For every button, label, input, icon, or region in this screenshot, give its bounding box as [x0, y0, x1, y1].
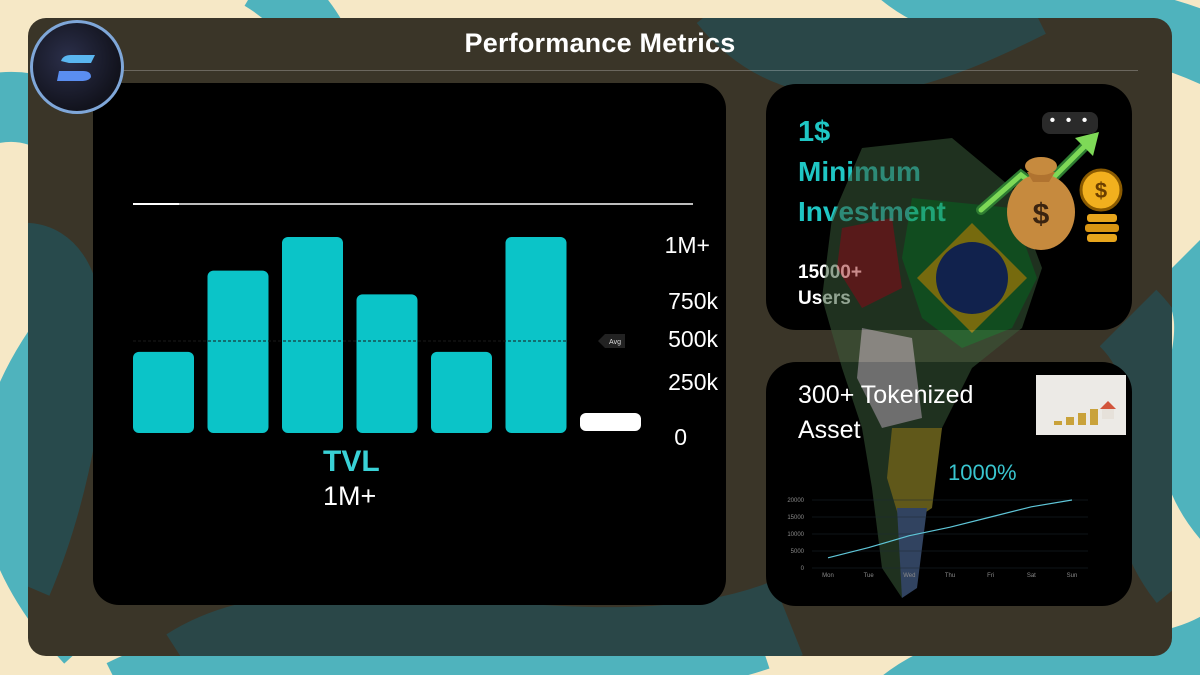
- coins-house-icon: [1036, 375, 1126, 435]
- tvl-bar: [431, 351, 492, 433]
- users-label: Users: [798, 288, 851, 309]
- mini-x-tick-label: Tue: [864, 573, 875, 579]
- mini-x-tick-label: Fri: [987, 573, 994, 579]
- mini-y-tick-label: 15000: [787, 515, 804, 521]
- panel-swirl: [28, 18, 1172, 656]
- tokenized-assets-card: 300+ Tokenized Asset 1000% 20000 15000 100…: [766, 362, 1132, 606]
- tvl-bar: [282, 236, 343, 433]
- tvl-bar: [207, 270, 269, 433]
- more-options-button[interactable]: • • •: [1042, 112, 1098, 134]
- tvl-bar-chart: Avg 1M+ 750k 500k 250k 0: [133, 232, 718, 450]
- money-bag-icon: $ $: [976, 132, 1123, 250]
- logo[interactable]: [30, 20, 124, 114]
- mini-x-tick-label: Thu: [945, 573, 955, 579]
- tvl-progress-track: [133, 203, 693, 205]
- mini-x-tick-label: Wed: [903, 573, 915, 579]
- tvl-avg-marker: [598, 333, 625, 348]
- investment-card: 1$ Minimum Investment 15000+ Users • • •…: [766, 84, 1132, 330]
- tvl-y-tick-label: 1M+: [665, 232, 710, 258]
- svg-text:$: $: [1033, 198, 1050, 231]
- tvl-y-tick-label: 500k: [668, 326, 718, 352]
- tvl-progress-highlight: [133, 203, 179, 205]
- mini-x-tick-label: Sat: [1027, 573, 1036, 579]
- tvl-avg-label: Avg: [609, 339, 621, 346]
- tvl-bar: [580, 413, 641, 431]
- svg-text:$: $: [1095, 178, 1107, 203]
- users-count: 15000+: [798, 262, 862, 283]
- tvl-bar: [133, 351, 194, 433]
- title-divider: [118, 70, 1138, 71]
- tvl-bar: [505, 236, 567, 433]
- investment-label: Minimum Investment: [798, 156, 946, 227]
- tvl-label: TVL: [323, 445, 380, 478]
- mini-y-tick-label: 20000: [787, 498, 804, 504]
- mini-y-tick-label: 5000: [791, 549, 805, 555]
- mini-y-tick-label: 0: [801, 566, 805, 572]
- mini-y-tick-label: 10000: [787, 532, 804, 538]
- tvl-value: 1M+: [323, 481, 377, 511]
- tvl-y-tick-label: 250k: [668, 369, 718, 395]
- tvl-bar: [356, 294, 418, 433]
- assets-title: 300+ Tokenized Asset: [798, 381, 974, 444]
- asset-growth-line-chart: 20000 15000 10000 5000 0 Mon Tue Wed Thu Fri Sat Su…: [787, 498, 1088, 579]
- mini-x-tick-label: Sun: [1067, 573, 1078, 579]
- logo-s-icon: [57, 55, 95, 81]
- mini-line-series: [827, 499, 1073, 559]
- tvl-y-tick-label: 0: [674, 424, 687, 450]
- tvl-card: Avg 1M+ 750k 500k 250k 0 TVL 1M+: [93, 83, 726, 605]
- asset-thumbnail: [1036, 375, 1126, 435]
- page-title: Performance Metrics: [464, 28, 736, 58]
- investment-amount: 1$: [798, 116, 831, 148]
- tvl-y-tick-label: 750k: [668, 288, 718, 314]
- mini-x-tick-label: Mon: [822, 573, 834, 579]
